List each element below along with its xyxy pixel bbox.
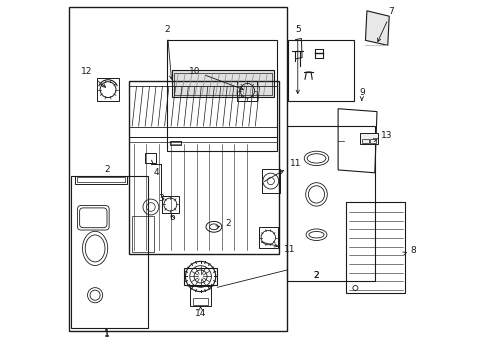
Text: 6: 6 bbox=[169, 213, 175, 222]
Text: 4: 4 bbox=[151, 160, 159, 177]
Bar bbox=[287, 40, 354, 101]
Bar bbox=[258, 227, 277, 248]
Text: 7: 7 bbox=[377, 8, 393, 42]
Text: 9: 9 bbox=[358, 89, 364, 100]
Text: 10: 10 bbox=[189, 67, 243, 90]
Text: 11: 11 bbox=[261, 242, 295, 254]
Bar bbox=[170, 141, 181, 144]
Bar bbox=[346, 202, 405, 293]
Bar bbox=[174, 73, 271, 95]
Bar bbox=[361, 139, 368, 143]
Bar bbox=[193, 298, 207, 305]
Bar bbox=[145, 153, 155, 163]
Text: 2: 2 bbox=[215, 219, 231, 229]
Bar bbox=[71, 176, 148, 328]
Text: 1: 1 bbox=[104, 330, 110, 338]
Polygon shape bbox=[365, 11, 388, 45]
Bar bbox=[162, 196, 179, 213]
Text: 14: 14 bbox=[195, 306, 206, 318]
Text: 3: 3 bbox=[158, 194, 163, 203]
Bar bbox=[237, 81, 257, 101]
Bar bbox=[171, 70, 274, 97]
Text: 5: 5 bbox=[294, 26, 300, 94]
Text: 2: 2 bbox=[313, 271, 319, 280]
Bar bbox=[170, 141, 181, 145]
Bar bbox=[190, 286, 210, 306]
Bar bbox=[184, 268, 216, 285]
Text: 12: 12 bbox=[81, 68, 105, 87]
Bar bbox=[167, 40, 276, 151]
Text: 2: 2 bbox=[313, 271, 319, 280]
Text: 8: 8 bbox=[402, 246, 415, 255]
Bar bbox=[261, 169, 279, 193]
Text: 2: 2 bbox=[104, 165, 110, 174]
Bar bbox=[286, 126, 374, 281]
Text: 13: 13 bbox=[372, 131, 391, 142]
Bar bbox=[97, 78, 119, 101]
Bar bbox=[69, 7, 286, 331]
Bar bbox=[77, 177, 125, 182]
Bar bbox=[132, 216, 153, 252]
Text: 11: 11 bbox=[264, 159, 301, 181]
Bar bbox=[360, 133, 377, 144]
Text: 1: 1 bbox=[104, 328, 110, 338]
Bar bbox=[129, 81, 278, 254]
Bar bbox=[75, 176, 127, 184]
Bar bbox=[369, 139, 375, 143]
Text: 2: 2 bbox=[164, 26, 172, 79]
